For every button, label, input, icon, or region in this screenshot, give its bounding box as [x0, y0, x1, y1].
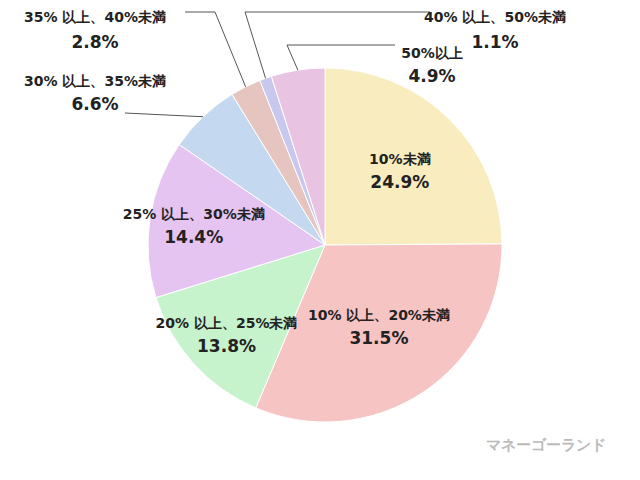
svg-text:25% 以上、30%未満: 25% 以上、30%未満	[123, 206, 265, 222]
html-text:マネーゴーランド: マネーゴーランド	[486, 436, 606, 454]
svg-text:30% 以上、35%未満: 30% 以上、35%未満	[24, 73, 166, 89]
svg-text:35% 以上、40%未満: 35% 以上、40%未満	[24, 9, 166, 25]
svg-text:1.1%: 1.1%	[471, 32, 518, 52]
svg-text:10%未満: 10%未満	[369, 151, 431, 167]
svg-text:4.9%: 4.9%	[408, 66, 455, 86]
svg-text:24.9%: 24.9%	[370, 172, 429, 192]
svg-text:14.4%: 14.4%	[164, 227, 223, 247]
svg-text:2.8%: 2.8%	[71, 32, 118, 52]
svg-text:10% 以上、20%未満: 10% 以上、20%未満	[308, 307, 450, 323]
svg-text:50%以上: 50%以上	[401, 45, 463, 61]
svg-text:20% 以上、25%未満: 20% 以上、25%未満	[156, 315, 298, 331]
svg-text:31.5%: 31.5%	[349, 328, 408, 348]
svg-text:13.8%: 13.8%	[197, 336, 256, 356]
svg-text:40% 以上、50%未満: 40% 以上、50%未満	[424, 9, 566, 25]
svg-text:6.6%: 6.6%	[71, 94, 118, 114]
